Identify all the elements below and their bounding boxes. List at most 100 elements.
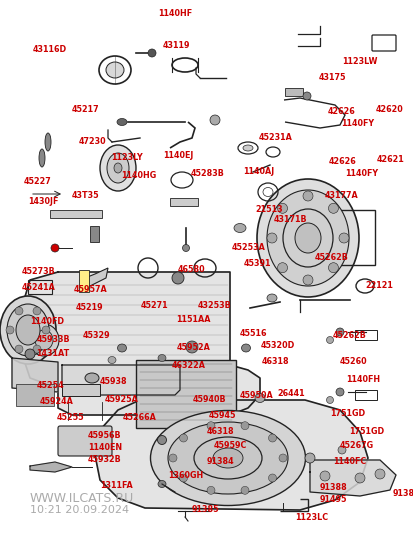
Circle shape — [15, 345, 23, 353]
Text: 1431AT: 1431AT — [36, 349, 69, 358]
Text: 1140HF: 1140HF — [158, 10, 192, 18]
Text: 45217: 45217 — [72, 106, 100, 114]
Text: 43T35: 43T35 — [72, 191, 100, 201]
Ellipse shape — [29, 324, 59, 356]
Text: 1123LW: 1123LW — [341, 58, 377, 66]
Text: 42620: 42620 — [375, 106, 403, 114]
Circle shape — [6, 326, 14, 334]
Text: 1123LC: 1123LC — [294, 514, 328, 522]
Circle shape — [179, 474, 187, 482]
Circle shape — [15, 307, 23, 315]
Text: 46580: 46580 — [178, 266, 205, 274]
Bar — [354, 330, 376, 340]
Ellipse shape — [266, 190, 348, 286]
Bar — [136, 360, 235, 428]
Ellipse shape — [150, 411, 305, 506]
Text: 43116D: 43116D — [33, 45, 67, 54]
Circle shape — [302, 191, 312, 201]
Circle shape — [277, 203, 287, 213]
Ellipse shape — [45, 133, 51, 151]
Text: 1140FC: 1140FC — [332, 458, 366, 466]
Circle shape — [171, 272, 183, 284]
Ellipse shape — [326, 336, 333, 343]
Text: 1140EJ: 1140EJ — [163, 150, 193, 160]
Ellipse shape — [256, 179, 358, 297]
Text: 42626: 42626 — [327, 107, 355, 115]
Polygon shape — [80, 268, 108, 286]
Text: 45267G: 45267G — [339, 441, 373, 451]
Circle shape — [278, 454, 286, 462]
Text: 45950A: 45950A — [240, 391, 273, 400]
Circle shape — [33, 345, 41, 353]
Circle shape — [354, 473, 364, 483]
Bar — [50, 210, 102, 218]
Circle shape — [206, 486, 214, 494]
Text: 45227: 45227 — [24, 177, 52, 186]
Text: 45925A: 45925A — [105, 396, 138, 404]
Ellipse shape — [326, 397, 333, 404]
Text: 1140FY: 1140FY — [344, 169, 377, 178]
Text: 91495: 91495 — [319, 494, 347, 503]
Text: 45219: 45219 — [76, 303, 103, 313]
Circle shape — [169, 454, 177, 462]
Text: 45231A: 45231A — [259, 134, 292, 142]
Circle shape — [206, 421, 214, 430]
Circle shape — [319, 471, 329, 481]
Ellipse shape — [7, 304, 49, 356]
Ellipse shape — [114, 163, 122, 173]
Ellipse shape — [117, 344, 126, 352]
Text: 10:21 20.09.2024: 10:21 20.09.2024 — [30, 505, 129, 515]
Ellipse shape — [182, 245, 189, 252]
Ellipse shape — [157, 436, 166, 445]
Text: 45241A: 45241A — [22, 282, 56, 292]
Ellipse shape — [35, 330, 53, 350]
Text: 1140FY: 1140FY — [340, 120, 373, 128]
Text: 45956B: 45956B — [88, 431, 121, 439]
Circle shape — [268, 474, 276, 482]
Ellipse shape — [158, 355, 166, 362]
Ellipse shape — [85, 373, 99, 383]
Circle shape — [33, 307, 41, 315]
Text: 1140HG: 1140HG — [121, 170, 156, 179]
Text: 1151AA: 1151AA — [176, 315, 210, 324]
Polygon shape — [24, 272, 259, 415]
Circle shape — [302, 92, 310, 100]
Ellipse shape — [335, 388, 343, 396]
Text: 45952A: 45952A — [177, 343, 210, 353]
Circle shape — [51, 244, 59, 252]
Text: 91388: 91388 — [319, 483, 347, 493]
Bar — [354, 390, 376, 400]
Circle shape — [240, 486, 248, 494]
Ellipse shape — [100, 145, 136, 191]
Text: 45271: 45271 — [141, 301, 168, 309]
Text: 91385: 91385 — [192, 506, 219, 515]
Ellipse shape — [39, 149, 45, 167]
Ellipse shape — [241, 344, 250, 352]
Text: 46318: 46318 — [261, 357, 289, 367]
Ellipse shape — [117, 119, 127, 126]
Ellipse shape — [266, 294, 276, 302]
Text: 1360GH: 1360GH — [168, 472, 203, 480]
Circle shape — [328, 203, 338, 213]
Text: 45320D: 45320D — [260, 342, 294, 350]
Text: 45391: 45391 — [243, 259, 271, 268]
Circle shape — [337, 446, 345, 454]
Circle shape — [268, 434, 276, 442]
Text: 45266A: 45266A — [123, 412, 157, 421]
Bar — [90, 226, 99, 242]
Text: 91387: 91387 — [392, 489, 413, 499]
Ellipse shape — [158, 480, 166, 487]
Text: 45932B: 45932B — [88, 454, 121, 464]
Ellipse shape — [106, 62, 124, 78]
Text: 1140EN: 1140EN — [88, 443, 122, 452]
Text: 43253B: 43253B — [197, 301, 231, 309]
Circle shape — [185, 341, 197, 353]
Circle shape — [147, 49, 156, 57]
Bar — [294, 210, 374, 265]
Text: 45329: 45329 — [83, 331, 110, 341]
Polygon shape — [30, 462, 72, 472]
Text: 42626: 42626 — [328, 156, 356, 165]
Text: 45273B: 45273B — [22, 266, 56, 275]
Text: 43171B: 43171B — [273, 216, 307, 225]
Text: 45254: 45254 — [37, 381, 64, 390]
